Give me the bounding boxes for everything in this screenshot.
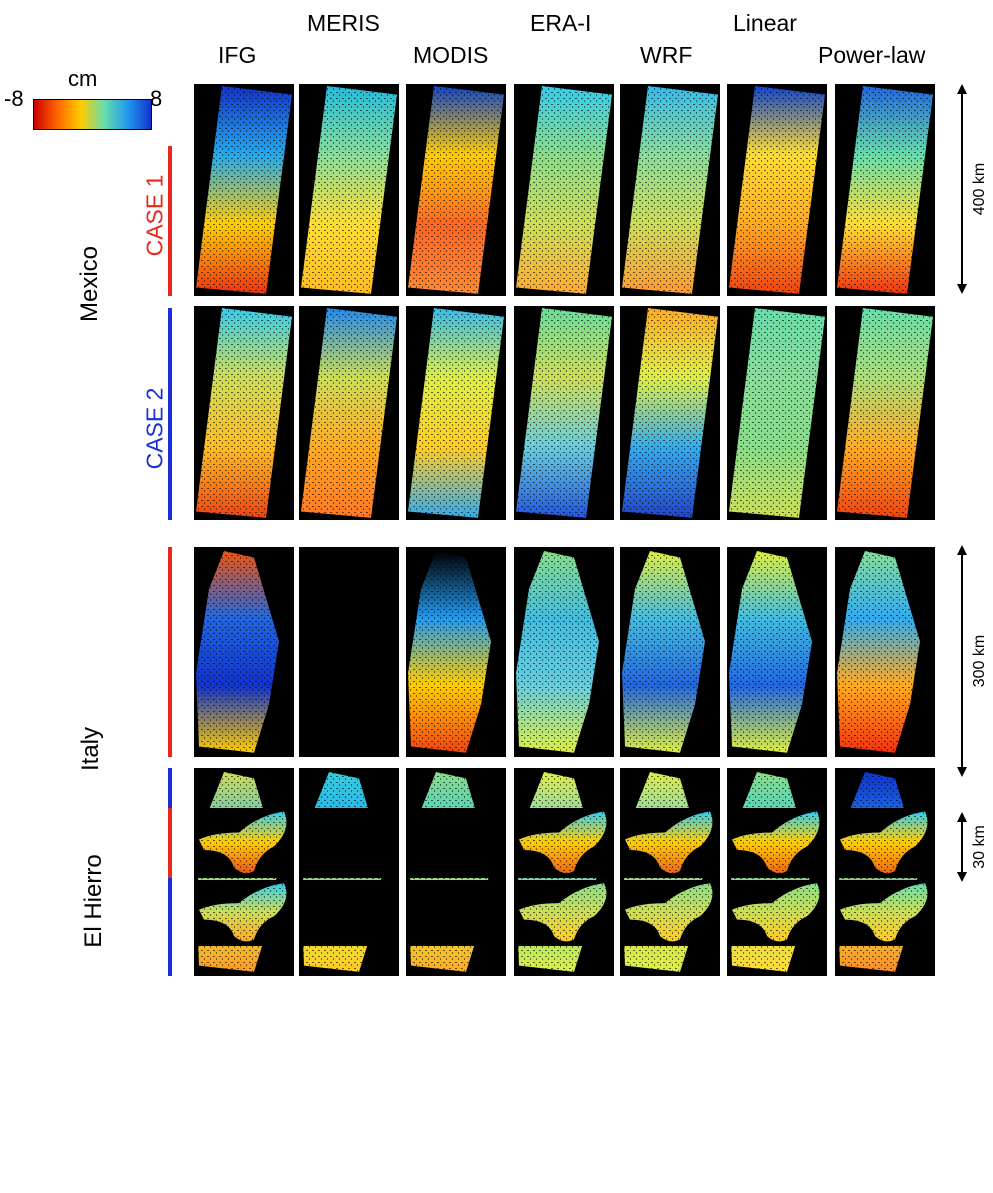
- panel-italy-case1-erai: [514, 547, 614, 757]
- panel-mexico-case1-modis: [406, 84, 506, 296]
- column-header-wrf: WRF: [640, 42, 693, 68]
- panel-elhierro-case1-ifg: [194, 808, 294, 878]
- panel-elhierro-case1-powerlaw: [835, 808, 935, 878]
- column-header-meris: MERIS: [307, 10, 380, 36]
- panel-elhierro-case2-meris: [299, 880, 399, 946]
- panel-elhierro-case1-modis: [406, 808, 506, 878]
- site-label-mexico: Mexico: [76, 245, 103, 323]
- panel-mexico-case2-linear: [727, 306, 827, 520]
- site-label-elhierro: El Hierro: [80, 854, 107, 948]
- colorbar-max-label: 8: [150, 86, 163, 111]
- column-header-erai: ERA-I: [530, 10, 592, 36]
- case1-bar-italy: [168, 547, 172, 757]
- panel-italy-case1-linear: [727, 547, 827, 757]
- panel-elhierro-case2-erai: [514, 880, 614, 946]
- scale-arrow-elhierro: [957, 812, 967, 882]
- panel-mexico-case1-linear: [727, 84, 827, 296]
- panel-mexico-case1-erai: [514, 84, 614, 296]
- colorbar-unit: cm: [68, 66, 98, 91]
- panel-elhierro-case1-erai: [514, 808, 614, 878]
- panel-italy-case1-meris: [299, 547, 399, 757]
- panel-mexico-case1-ifg: [194, 84, 294, 296]
- panel-italy-case1-wrf: [620, 547, 720, 757]
- panel-elhierro-case2-powerlaw: [835, 880, 935, 946]
- panel-italy-case1-modis: [406, 547, 506, 757]
- panel-elhierro-case2-ifg: [194, 880, 294, 946]
- case1-bar-elhierro: [168, 808, 172, 878]
- scale-label-elhierro: 30 km: [971, 825, 988, 869]
- panel-mexico-case2-meris: [299, 306, 399, 520]
- case2-bar-elhierro: [168, 880, 172, 946]
- panel-elhierro-case2-wrf: [620, 880, 720, 946]
- colorbar-gradient: [33, 99, 152, 130]
- colorbar-min-label: -8: [4, 86, 24, 111]
- panel-mexico-case1-powerlaw: [835, 84, 935, 296]
- panel-elhierro-case1-meris: [299, 808, 399, 878]
- scale-label-italy: 300 km: [971, 634, 988, 688]
- case2-bar-mexico: [168, 308, 172, 520]
- column-header-powerlaw: Power-law: [818, 42, 926, 68]
- column-header-modis: MODIS: [413, 42, 489, 68]
- panel-elhierro-case2-modis: [406, 880, 506, 946]
- scale-label-mexico: 400 km: [971, 162, 988, 216]
- site-label-italy: Italy: [77, 727, 104, 772]
- panel-elhierro-case2-linear: [727, 880, 827, 946]
- panel-mexico-case2-ifg: [194, 306, 294, 520]
- panel-mexico-case2-erai: [514, 306, 614, 520]
- panel-elhierro-case1-linear: [727, 808, 827, 878]
- panel-mexico-case1-meris: [299, 84, 399, 296]
- column-header-linear: Linear: [733, 10, 797, 36]
- panel-italy-case1-powerlaw: [835, 547, 935, 757]
- panel-mexico-case1-wrf: [620, 84, 720, 296]
- case-label-1: CASE 1: [141, 174, 168, 257]
- scale-arrow-italy: [957, 545, 967, 777]
- panel-mexico-case2-powerlaw: [835, 306, 935, 520]
- case-label-2: CASE 2: [141, 387, 168, 470]
- case1-bar-mexico: [168, 146, 172, 296]
- panel-italy-case1-ifg: [194, 547, 294, 757]
- panel-elhierro-case1-wrf: [620, 808, 720, 878]
- panel-mexico-case2-modis: [406, 306, 506, 520]
- scale-arrow-mexico: [957, 84, 967, 294]
- column-header-ifg: IFG: [218, 42, 257, 68]
- panel-mexico-case2-wrf: [620, 306, 720, 520]
